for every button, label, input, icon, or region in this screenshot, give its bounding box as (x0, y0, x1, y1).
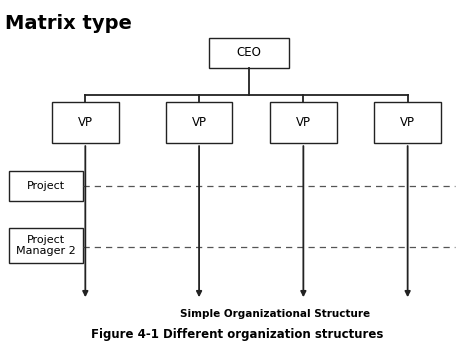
FancyBboxPatch shape (270, 102, 337, 143)
FancyBboxPatch shape (52, 102, 118, 143)
Text: VP: VP (296, 116, 311, 129)
FancyBboxPatch shape (374, 102, 441, 143)
Text: Matrix type: Matrix type (5, 14, 132, 33)
Text: VP: VP (78, 116, 93, 129)
Text: Figure 4-1 Different organization structures: Figure 4-1 Different organization struct… (91, 328, 383, 341)
Text: CEO: CEO (237, 46, 261, 59)
Text: Project
Manager 2: Project Manager 2 (16, 235, 76, 256)
FancyBboxPatch shape (9, 228, 83, 263)
Text: Project: Project (27, 181, 65, 191)
FancyBboxPatch shape (166, 102, 232, 143)
Text: VP: VP (400, 116, 415, 129)
FancyBboxPatch shape (209, 38, 289, 68)
Text: Simple Organizational Structure: Simple Organizational Structure (180, 309, 370, 319)
Text: VP: VP (191, 116, 207, 129)
FancyBboxPatch shape (9, 170, 83, 201)
